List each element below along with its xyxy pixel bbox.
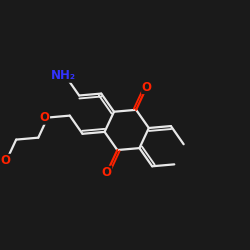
Text: O: O [142,80,152,94]
Text: NH₂: NH₂ [51,69,76,82]
Text: O: O [0,154,10,167]
Text: O: O [102,166,112,179]
Text: O: O [40,111,50,124]
